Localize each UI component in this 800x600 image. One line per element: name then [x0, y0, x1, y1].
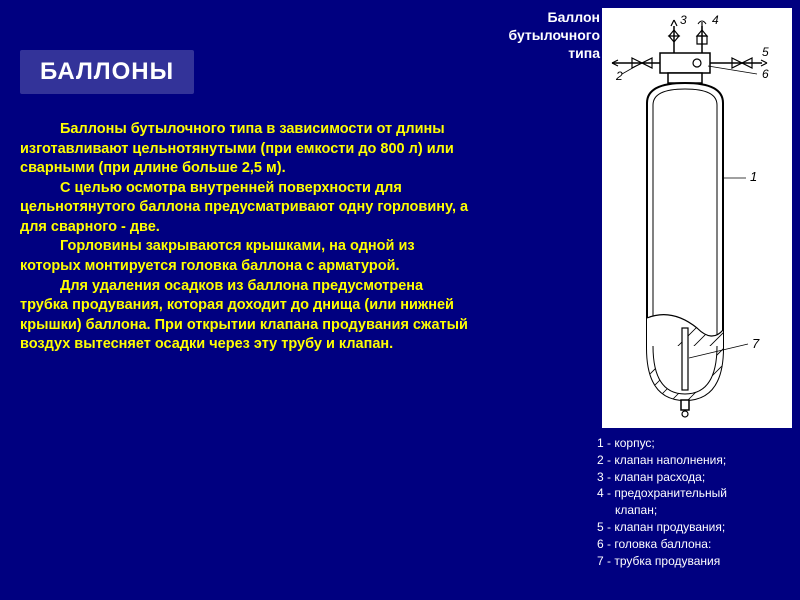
diagram-label-3: 3 — [680, 13, 687, 27]
caption-line: типа — [568, 45, 600, 61]
legend-item: 3 - клапан расхода; — [597, 469, 792, 486]
legend-item: 2 - клапан наполнения; — [597, 452, 792, 469]
paragraph: Для удаления осадков из баллона предусмо… — [20, 277, 470, 355]
caption-line: Баллон — [548, 9, 600, 25]
legend-item: 7 - трубка продувания — [597, 553, 792, 570]
diagram-label-1: 1 — [750, 169, 757, 184]
legend-item: 5 - клапан продувания; — [597, 519, 792, 536]
slide: Баллон бутылочного типа БАЛЛОНЫ Баллоны … — [0, 0, 800, 600]
legend-item: клапан; — [597, 502, 792, 519]
legend-item: 4 - предохранительный — [597, 485, 792, 502]
cylinder-diagram: 2 3 4 5 — [602, 8, 792, 428]
diagram-label-2: 2 — [615, 69, 623, 83]
diagram-legend: 1 - корпус; 2 - клапан наполнения; 3 - к… — [597, 435, 792, 569]
page-title: БАЛЛОНЫ — [40, 58, 174, 85]
diagram-caption: Баллон бутылочного типа — [470, 8, 600, 63]
diagram-label-7: 7 — [752, 336, 760, 351]
diagram-label-4: 4 — [712, 13, 719, 27]
body-text: Баллоны бутылочного типа в зависимости о… — [20, 120, 470, 355]
legend-item: 6 - головка баллона: — [597, 536, 792, 553]
paragraph: Баллоны бутылочного типа в зависимости о… — [20, 120, 470, 179]
paragraph: С целью осмотра внутренней поверхности д… — [20, 179, 470, 238]
paragraph: Горловины закрываются крышками, на одной… — [20, 237, 470, 276]
diagram-label-6: 6 — [762, 67, 769, 81]
title-box: БАЛЛОНЫ — [20, 50, 194, 94]
legend-item: 1 - корпус; — [597, 435, 792, 452]
diagram-panel: 2 3 4 5 — [602, 8, 792, 428]
caption-line: бутылочного — [509, 27, 600, 43]
diagram-label-5: 5 — [762, 45, 769, 59]
